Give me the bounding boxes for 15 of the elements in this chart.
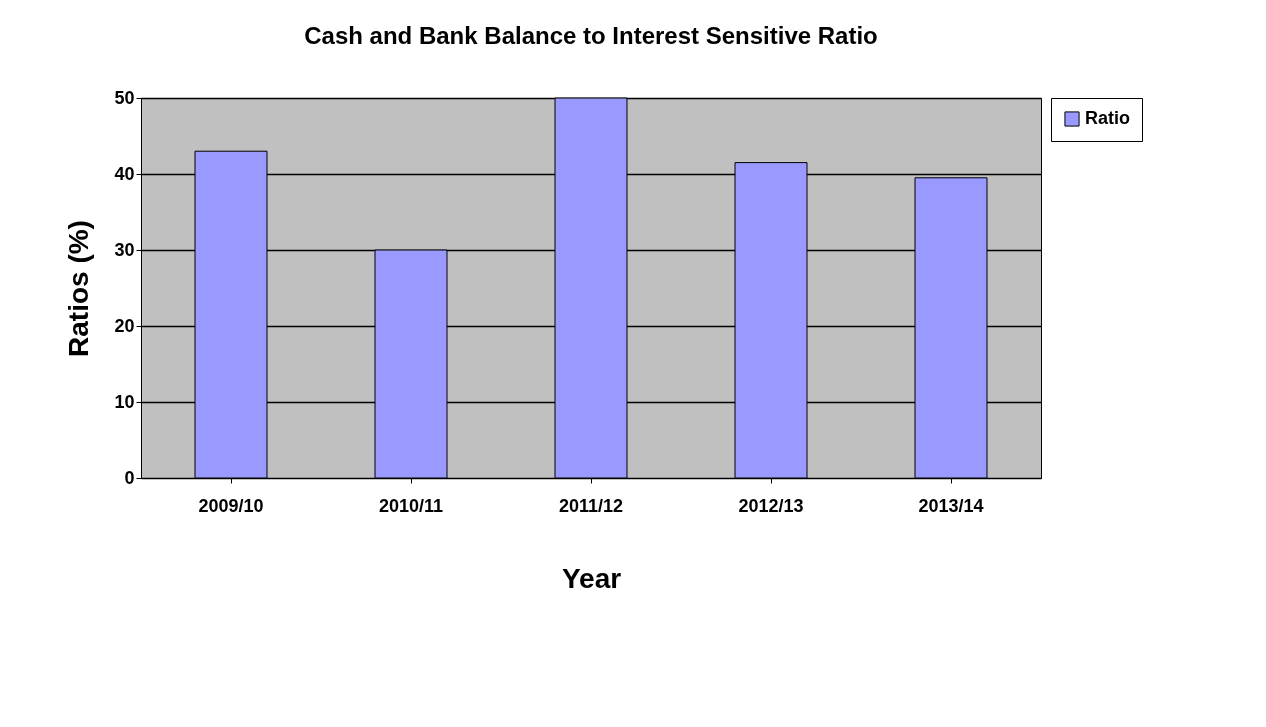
y-tick-label: 30 bbox=[114, 239, 135, 260]
y-tick-label: 50 bbox=[114, 87, 135, 108]
y-tick-label: 0 bbox=[124, 467, 135, 488]
y-tick-label: 20 bbox=[114, 315, 135, 336]
x-tick-label: 2010/11 bbox=[378, 495, 444, 516]
legend-label: Ratio bbox=[1085, 108, 1130, 128]
x-tick-label: 2009/10 bbox=[198, 495, 264, 516]
y-tick-label: 40 bbox=[114, 163, 135, 184]
x-tick-label: 2013/14 bbox=[918, 495, 984, 516]
y-axis-title: Ratios (%) bbox=[63, 220, 95, 357]
chart-title: Cash and Bank Balance to Interest Sensitive Ratio bbox=[304, 22, 878, 49]
x-tick-label: 2012/13 bbox=[738, 495, 804, 516]
y-tick-label: 10 bbox=[114, 391, 135, 412]
x-tick-label: 2011/12 bbox=[558, 495, 624, 516]
x-axis-title: Year bbox=[561, 562, 622, 594]
